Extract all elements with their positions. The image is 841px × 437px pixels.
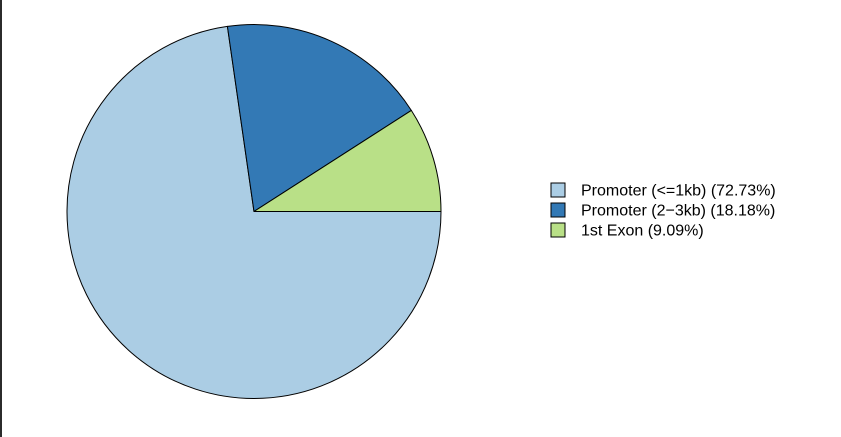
legend-label-0: Promoter (<=1kb) (72.73%) xyxy=(581,183,776,200)
pie-slice-2 xyxy=(253,109,442,212)
pie-slice-1 xyxy=(226,24,412,212)
pie-slices xyxy=(66,24,442,399)
legend-label-2: 1st Exon (9.09%) xyxy=(581,223,704,240)
pie-slice-0 xyxy=(66,25,442,399)
legend-label-1: Promoter (2−3kb) (18.18%) xyxy=(581,203,775,220)
legend-swatch-0 xyxy=(550,182,566,198)
legend-swatch-1 xyxy=(550,202,566,218)
legend: Promoter (<=1kb) (72.73%) Promoter (2−3kb… xyxy=(550,182,776,240)
window-edge xyxy=(0,0,2,437)
legend-swatch-2 xyxy=(550,222,566,238)
